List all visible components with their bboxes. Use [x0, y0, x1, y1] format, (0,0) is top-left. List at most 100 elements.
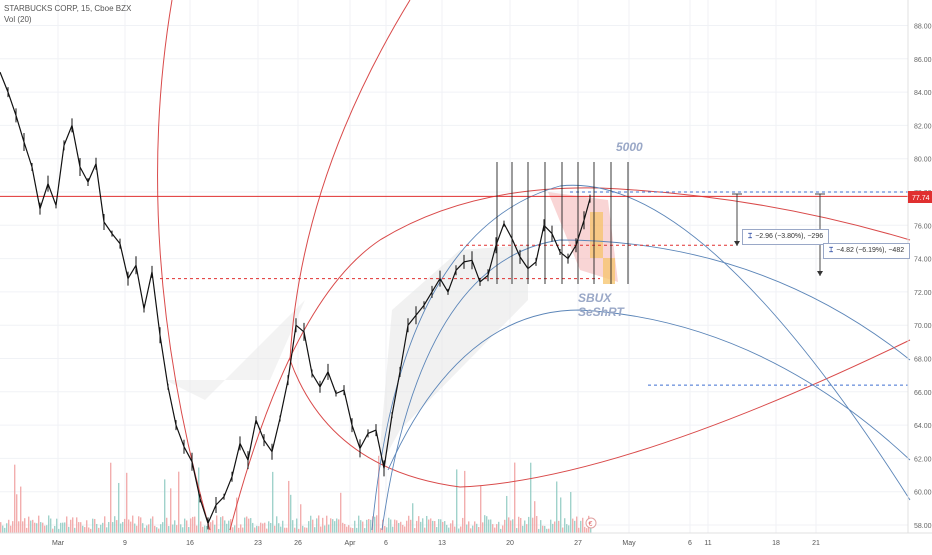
time-axis: Mar 9 16 23 26 Apr 6 13 20 27 May 6 11 18 21 [0, 532, 932, 547]
volume-bar [236, 497, 238, 533]
volume-bar [120, 523, 122, 533]
volume-bar [388, 517, 390, 533]
volume-bar [306, 527, 308, 533]
short-target-box [590, 212, 603, 258]
volume-bar [318, 515, 320, 533]
volume-bar [472, 525, 474, 533]
volume-bar [468, 521, 470, 533]
volume-bar [534, 501, 536, 533]
measure-arrow-head [734, 241, 740, 246]
volume-bar [82, 525, 84, 533]
volume-bar [70, 519, 72, 533]
volume-bar [124, 518, 126, 533]
x-tick-label: 16 [186, 540, 194, 547]
volume-bar [436, 527, 438, 533]
volume-bar [52, 528, 54, 533]
volume-bar [76, 517, 78, 533]
volume-bar [366, 519, 368, 533]
symbol-title[interactable]: STARBUCKS CORP, 15, Cboe BZX [4, 4, 132, 13]
volume-bar [132, 515, 134, 533]
volume-bar [538, 528, 540, 533]
volume-bar [570, 492, 572, 533]
volume-bar [348, 525, 350, 533]
volume-bar [576, 516, 578, 533]
volume-bar [24, 518, 26, 533]
volume-bar [324, 525, 326, 533]
measure-label-1[interactable]: ⌶ −2.96 (−3.80%), −296 [742, 229, 830, 245]
volume-bar [114, 516, 116, 533]
volume-bar [346, 526, 348, 533]
volume-bar [280, 526, 282, 533]
volume-bar [206, 525, 208, 533]
volume-bar [128, 519, 130, 533]
volume-bar [342, 522, 344, 533]
volume-bar [140, 517, 142, 533]
volume-bar [256, 525, 258, 533]
volume-bar [34, 522, 36, 533]
volume-bar [134, 523, 136, 533]
volume-bar [410, 519, 412, 533]
volume-bar [142, 523, 144, 533]
volume-bar [564, 518, 566, 533]
volume-bar [166, 517, 168, 533]
volume-bar [178, 471, 180, 533]
volume-bar [464, 470, 466, 533]
x-tick-label: 6 [384, 540, 388, 547]
volume-bar [220, 517, 222, 533]
volume-bar [458, 528, 460, 533]
y-tick-label: 82.00 [914, 123, 932, 130]
volume-indicator-label[interactable]: Vol (20) [4, 15, 32, 24]
volume-bar [482, 522, 484, 533]
volume-bar [162, 522, 164, 533]
volume-bar [326, 515, 328, 533]
volume-bar [480, 485, 482, 533]
fib-arc [371, 184, 911, 531]
volume-bar [554, 521, 556, 533]
measure-label-2[interactable]: ⌶ −4.82 (−6.19%), −482 [823, 243, 911, 259]
currency-icon[interactable]: € [585, 517, 597, 529]
volume-bar [78, 522, 80, 533]
volume-bar [170, 488, 172, 533]
volume-bar [94, 518, 96, 533]
volume-bar [500, 528, 502, 533]
volume-bar [466, 524, 468, 533]
volume-bar [442, 521, 444, 533]
volume-bar [288, 480, 290, 533]
volume-bar [10, 525, 12, 533]
volume-bar [338, 519, 340, 533]
y-tick-label: 88.00 [914, 24, 932, 31]
arc-curve [157, 0, 211, 531]
volume-bar [484, 515, 486, 533]
volume-bar [444, 521, 446, 533]
volume-bar [234, 525, 236, 533]
volume-bar [182, 527, 184, 533]
volume-bar [384, 526, 386, 533]
volume-bar [582, 517, 584, 533]
volume-bar [406, 520, 408, 533]
volume-bar [488, 519, 490, 533]
volume-bar [164, 479, 166, 533]
volume-bar [412, 503, 414, 533]
volume-bar [516, 528, 518, 533]
volume-bar [144, 527, 146, 533]
volume-bar [402, 524, 404, 533]
volume-bar [60, 522, 62, 533]
volume-bar [252, 522, 254, 533]
volume-bar [312, 519, 314, 533]
volume-bar [248, 518, 250, 533]
volume-bar [84, 527, 86, 533]
volume-bar [202, 526, 204, 533]
volume-bar [224, 520, 226, 533]
volume-bar [98, 527, 100, 533]
volume-bar [262, 523, 264, 533]
volume-bar [460, 526, 462, 533]
volume-bar [80, 522, 82, 533]
volume-bar [440, 519, 442, 533]
volume-bar [122, 521, 124, 533]
volume-bar [344, 523, 346, 533]
price-badge: 77.74 [908, 191, 932, 203]
volume-bar [404, 526, 406, 533]
volume-bar [304, 527, 306, 533]
